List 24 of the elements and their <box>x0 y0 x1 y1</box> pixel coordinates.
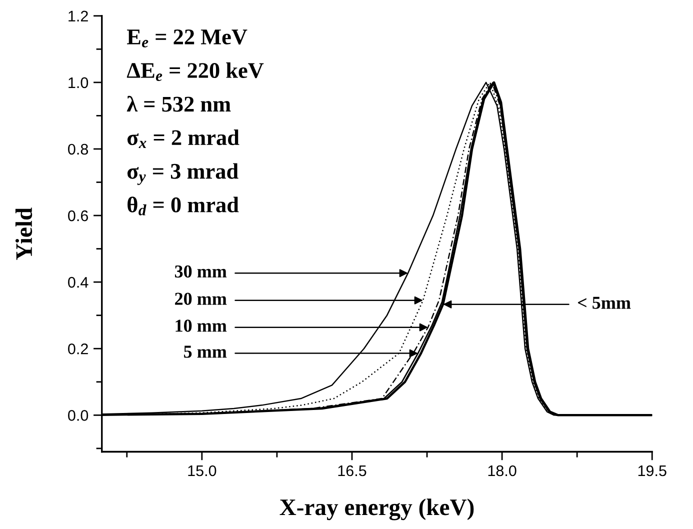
y-tick-label: 0.0 <box>68 410 88 421</box>
y-tick-label: 0.2 <box>68 343 88 354</box>
y-tick-label: 0.8 <box>68 144 88 155</box>
annotation: 20 mm <box>175 292 227 305</box>
annotation: θ$_{d}$ = 0 mrad <box>128 196 239 216</box>
y-axis-title: Yield <box>15 208 32 260</box>
y-tick-label: 1.0 <box>68 77 88 88</box>
y-tick-label: 0.4 <box>68 276 88 288</box>
annotation: 5 mm <box>184 346 227 358</box>
y-tick-label: 1.2 <box>68 10 88 22</box>
annotation: σ$_{x}$ = 2 mrad <box>127 130 240 148</box>
x-tick-label: 16.5 <box>338 465 366 476</box>
annotation: E$_{e}$ = 22 MeV <box>127 29 248 48</box>
x-tick-label: 19.5 <box>638 465 666 476</box>
annotation: < 5mm <box>578 296 631 309</box>
y-tick-label: 0.6 <box>68 210 88 222</box>
x-axis-title: X-ray energy (keV) <box>280 498 474 520</box>
annotation: λ = 532 nm <box>126 96 231 112</box>
annotation: 10 mm <box>176 320 227 332</box>
annotation: 30 mm <box>174 265 227 278</box>
annotation: ΔE$_{e}$ = 220 keV <box>126 62 264 82</box>
x-tick-label: 15.0 <box>188 465 216 476</box>
x-tick-label: 18.0 <box>488 465 516 476</box>
annotation: σ$_{y}$ = 3 mrad <box>127 163 238 186</box>
